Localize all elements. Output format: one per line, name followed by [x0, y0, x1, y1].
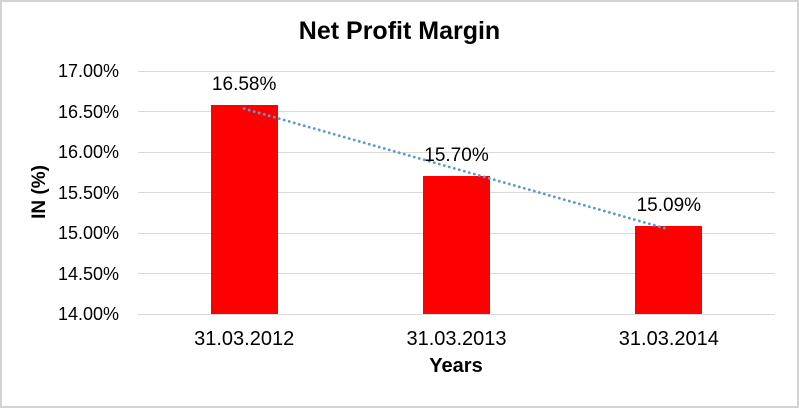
y-tick-label: 14.50% [57, 263, 119, 284]
data-label: 15.70% [424, 145, 489, 167]
y-tick-label: 16.00% [57, 142, 119, 162]
x-tick-label: 31.03.2014 [618, 328, 719, 350]
gridline [138, 313, 775, 315]
x-tick-label: 31.03.2013 [406, 328, 507, 350]
y-tick-label: 14.00% [57, 304, 119, 324]
gridline [138, 70, 775, 72]
bar-31.03.2012 [210, 105, 278, 314]
bar-31.03.2013 [423, 176, 490, 314]
chart-title: Net Profit Margin [298, 17, 501, 45]
y-tick-label: 16.50% [57, 101, 119, 122]
x-axis-title: Years [429, 355, 483, 377]
y-tick-label: 15.00% [57, 223, 119, 243]
y-tick-label: 15.50% [57, 182, 119, 203]
x-tick-label: 31.03.2012 [194, 328, 295, 350]
data-label: 15.09% [636, 194, 702, 216]
bar-31.03.2014 [635, 225, 703, 314]
y-tick-label: 17.00% [57, 61, 119, 81]
y-axis-title: IN (%) [29, 165, 50, 219]
data-label: 16.58% [211, 74, 277, 96]
